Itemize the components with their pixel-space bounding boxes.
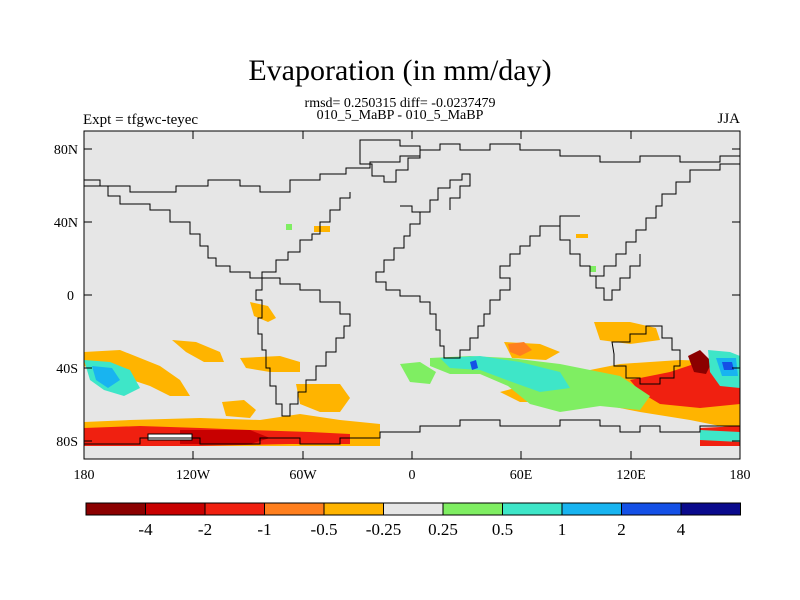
contour-blue-spot-indian — [470, 360, 478, 370]
y-tick-label-80s: 80S — [56, 435, 78, 450]
colorbar — [85, 502, 741, 516]
coastline-indochina — [590, 254, 641, 301]
colorbar-box-8 — [561, 502, 622, 516]
y-tick-label-40s: 40S — [56, 362, 78, 377]
contour-green-atlantic — [400, 362, 436, 384]
colorbar-box-7 — [502, 502, 563, 516]
stats-line: rmsd= 0.250315 diff= -0.0237479 — [304, 96, 496, 111]
contour-orange-blob-equator — [250, 302, 276, 322]
contour-orange-darker-africa — [508, 342, 532, 356]
y-tick-label-40n: 40N — [54, 216, 78, 231]
contour-orange-blob-atlantic — [296, 384, 350, 412]
contour-cyan-south-east — [700, 430, 740, 442]
contour-blue-pacific — [92, 366, 120, 388]
coastline-asia — [559, 163, 740, 277]
contour-orange-blob-sa — [240, 356, 300, 372]
contour-orange-small-asia — [576, 234, 588, 238]
contour-green-small-asia — [590, 266, 596, 272]
colorbar-box-10 — [680, 502, 741, 516]
contour-orange-blob-pacific — [84, 350, 190, 396]
x-axis — [192, 131, 632, 459]
colorbar-label-0: -4 — [138, 520, 153, 539]
x-tick-label-60w: 60W — [289, 468, 317, 483]
colorbar-box-0 — [85, 502, 146, 516]
contour-darkblue-east — [722, 362, 734, 370]
coastline-greenland — [359, 139, 421, 183]
colorbar-box-4 — [323, 502, 384, 516]
x-tick-label-0: 0 — [409, 468, 416, 483]
colorbar-label-3: -0.5 — [311, 520, 338, 539]
x-tick-label-180w: 180 — [74, 468, 95, 483]
x-tick-label-180e: 180 — [730, 468, 751, 483]
season-label: JJA — [717, 111, 740, 127]
contour-darkred-spot — [688, 350, 712, 374]
colorbar-label-8: 2 — [617, 520, 626, 539]
y-tick-label-0: 0 — [67, 289, 74, 304]
colorbar-box-6 — [442, 502, 503, 516]
y-tick-label-80n: 80N — [54, 143, 78, 158]
colorbar-box-9 — [621, 502, 682, 516]
colorbar-box-5 — [383, 502, 444, 516]
colorbar-box-3 — [264, 502, 325, 516]
x-tick-label-60e: 60E — [510, 468, 533, 483]
contour-white-strip — [147, 433, 193, 441]
cases-line: 010_5_MaBP - 010_5_MaBP — [316, 108, 484, 123]
y-axis — [84, 148, 740, 442]
coastline-south-america — [255, 277, 351, 417]
coastline-europe-africa — [375, 205, 580, 359]
contour-darkred-strip-pacific — [180, 430, 270, 444]
colorbar-label-5: 0.25 — [428, 520, 458, 539]
coastline-antarctica — [84, 419, 740, 445]
x-tick-label-120e: 120E — [616, 468, 646, 483]
coastline-north — [84, 143, 740, 193]
contour-orange-blob-central — [172, 340, 224, 362]
coastlines — [84, 139, 740, 445]
colorbar-label-9: 4 — [677, 520, 686, 539]
colorbar-label-1: -2 — [198, 520, 212, 539]
coastline-north-america — [84, 185, 351, 279]
experiment-label: Expt = tfgwc-teyec — [83, 112, 199, 128]
contour-green-small-north — [286, 224, 292, 230]
colorbar-box-2 — [204, 502, 265, 516]
x-tick-label-120w: 120W — [176, 468, 211, 483]
coastline-scandinavia — [420, 173, 471, 213]
colorbar-label-2: -1 — [257, 520, 271, 539]
contour-orange-blob-sa-west — [222, 400, 256, 418]
contour-orange-small-north — [314, 226, 330, 232]
colorbar-label-4: -0.25 — [366, 520, 401, 539]
coastline-australia — [611, 325, 681, 385]
chart-title: Evaporation (in mm/day) — [248, 54, 552, 87]
contour-orange-blob-australia — [594, 322, 660, 344]
colorbar-label-6: 0.5 — [492, 520, 513, 539]
colorbar-label-7: 1 — [558, 520, 567, 539]
colorbar-box-1 — [145, 502, 206, 516]
